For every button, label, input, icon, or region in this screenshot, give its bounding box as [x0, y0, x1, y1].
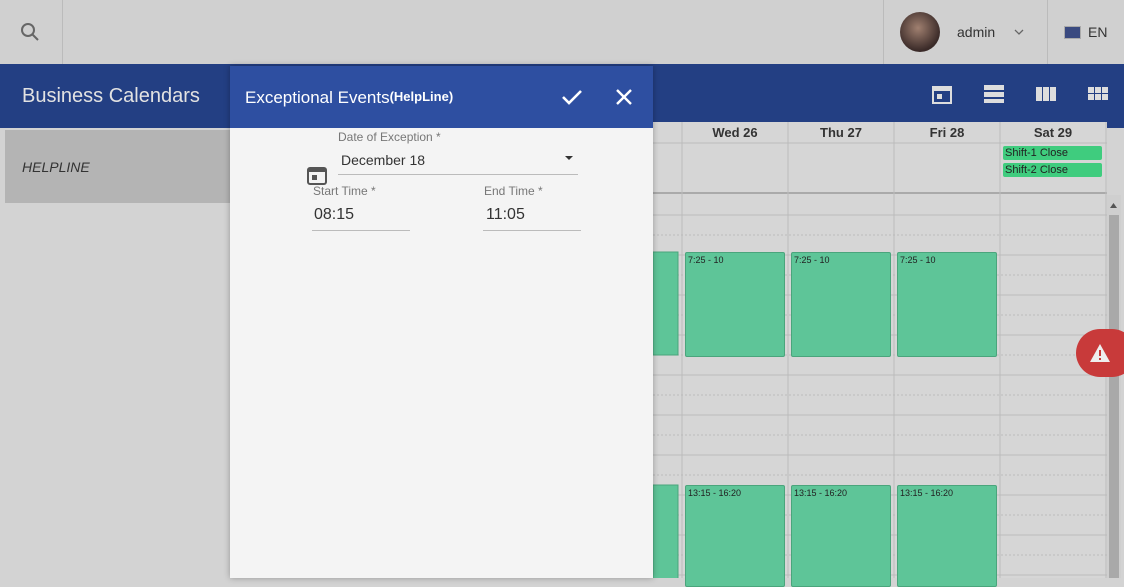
all-day-event[interactable]: Shift-1 Close	[1003, 146, 1102, 160]
event-partial	[652, 251, 679, 356]
dialog-subtitle: (HelpLine)	[389, 89, 454, 104]
alert-button[interactable]	[1076, 329, 1124, 377]
event[interactable]: 7:25 - 10	[791, 252, 891, 357]
divider	[883, 0, 884, 64]
day-header: Thu 27	[820, 125, 862, 140]
divider	[62, 0, 63, 64]
date-value[interactable]: December 18	[341, 152, 426, 168]
end-value[interactable]: 11:05	[486, 206, 525, 223]
event[interactable]: 13:15 - 16:20	[685, 485, 785, 587]
event-time: 13:15 - 16:20	[794, 488, 848, 498]
underline	[338, 174, 578, 175]
dialog-header: Exceptional Events(HelpLine)	[230, 66, 653, 128]
warning-icon	[1090, 344, 1110, 362]
calendar-item[interactable]: HELPLINE	[5, 130, 230, 203]
event-partial	[652, 484, 679, 578]
underline	[483, 230, 581, 231]
search-icon[interactable]	[18, 20, 42, 44]
dropdown-arrow[interactable]	[565, 156, 575, 162]
dialog-title-text: Exceptional Events	[245, 88, 390, 107]
event-time: 7:25 - 10	[900, 255, 936, 265]
save-button[interactable]	[560, 85, 584, 109]
chevron[interactable]	[1013, 27, 1025, 37]
event[interactable]: 7:25 - 10	[897, 252, 997, 357]
event[interactable]: 13:15 - 16:20	[897, 485, 997, 587]
date-label: Date of Exception *	[338, 130, 441, 144]
all-day-event[interactable]: Shift-2 Close	[1003, 163, 1102, 177]
start-value[interactable]: 08:15	[314, 206, 355, 223]
divider	[1047, 0, 1048, 64]
event[interactable]: 13:15 - 16:20	[791, 485, 891, 587]
event-time: 7:25 - 10	[688, 255, 724, 265]
avatar[interactable]	[900, 12, 940, 52]
dialog: Exceptional Events(HelpLine) Date of Exc…	[230, 66, 653, 578]
month-view[interactable]	[1086, 82, 1110, 106]
event-time: 7:25 - 10	[794, 255, 830, 265]
event-time: 13:15 - 16:20	[688, 488, 742, 498]
language[interactable]: EN	[1088, 24, 1108, 40]
calendar-name: HELPLINE	[22, 159, 90, 175]
start-label: Start Time *	[313, 184, 376, 198]
day-header: Wed 26	[712, 125, 758, 140]
flag	[1064, 26, 1081, 39]
top-bar: admin EN	[0, 0, 1124, 64]
page-title: Business Calendars	[22, 85, 200, 107]
close-button[interactable]	[612, 85, 636, 109]
event-time: 13:15 - 16:20	[900, 488, 954, 498]
column-view[interactable]	[1034, 82, 1058, 106]
event[interactable]: 7:25 - 10	[685, 252, 785, 357]
user-name[interactable]: admin	[957, 24, 996, 40]
scroll-arrow	[1110, 203, 1117, 208]
day-view[interactable]	[930, 82, 954, 106]
scroll-thumb	[1109, 215, 1119, 578]
dialog-title: Exceptional Events(HelpLine)	[245, 88, 453, 108]
week-view[interactable]	[982, 82, 1006, 106]
end-label: End Time *	[484, 184, 543, 198]
day-header: Sat 29	[1033, 125, 1073, 140]
day-header: Fri 28	[929, 125, 965, 140]
calendar-icon[interactable]	[306, 164, 328, 186]
underline	[312, 230, 410, 231]
